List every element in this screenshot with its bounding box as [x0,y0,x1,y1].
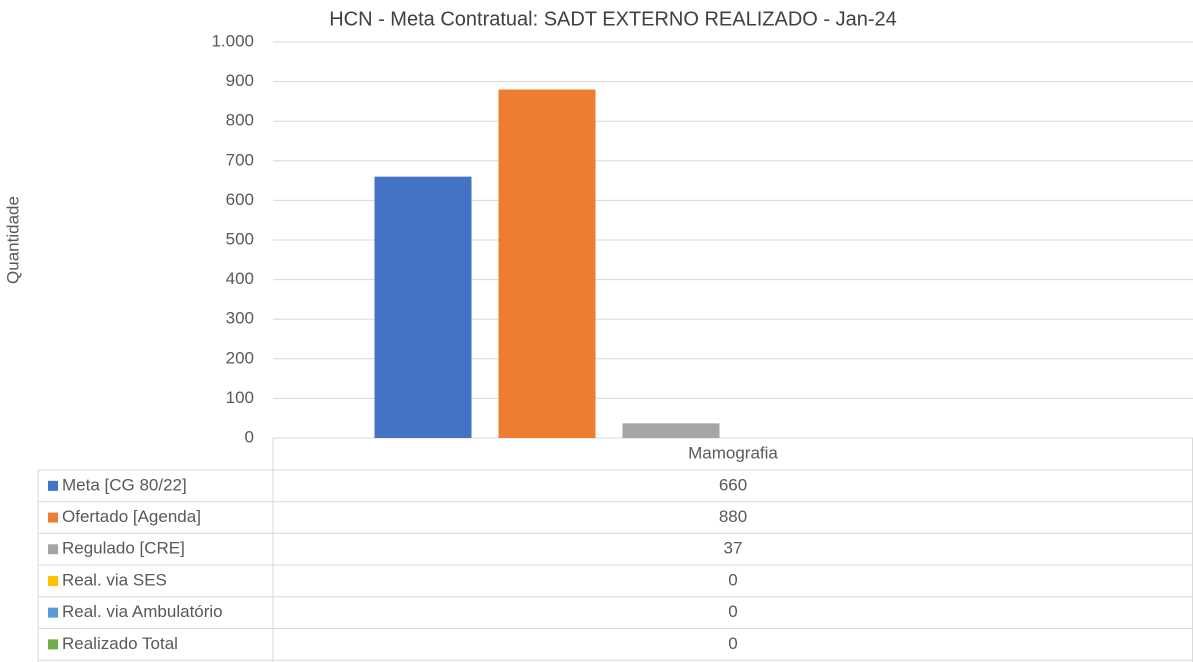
legend-label: Real. via SES [62,570,167,589]
legend-label: Real. via Ambulatório [62,602,223,621]
table-value: 0 [728,602,737,621]
y-tick-label: 200 [226,348,254,367]
y-tick-label: 800 [226,111,254,130]
legend-swatch [48,607,58,618]
y-tick-label: 100 [226,388,254,407]
table-value: 880 [719,507,747,526]
legend-swatch [48,512,58,523]
y-tick-label: 0 [245,427,254,446]
table-value: 0 [728,634,737,653]
table-value: 37 [724,539,743,558]
bar [374,176,472,438]
bar [622,423,720,438]
y-tick-label: 300 [226,309,254,328]
y-axis-title: Quantidade [3,196,22,284]
y-tick-label: 600 [226,190,254,209]
legend-label: Meta [CG 80/22] [62,475,187,494]
y-tick-label: 500 [226,229,254,248]
table-value: 0 [728,570,737,589]
chart-title: HCN - Meta Contratual: SADT EXTERNO REAL… [329,8,897,30]
x-tick-label: Mamografia [688,443,778,462]
y-tick-label: 700 [226,150,254,169]
bar [498,89,596,439]
table-value: 660 [719,475,747,494]
legend-swatch [48,544,58,555]
legend-label: Ofertado [Agenda] [62,507,201,526]
y-tick-label: 400 [226,269,254,288]
legend-label: Realizado Total [62,634,178,653]
y-tick-label: 1.000 [211,31,254,50]
y-tick-label: 900 [226,71,254,90]
legend-swatch [48,639,58,650]
legend-label: Regulado [CRE] [62,539,185,558]
legend-swatch [48,480,58,491]
legend-swatch [48,575,58,586]
